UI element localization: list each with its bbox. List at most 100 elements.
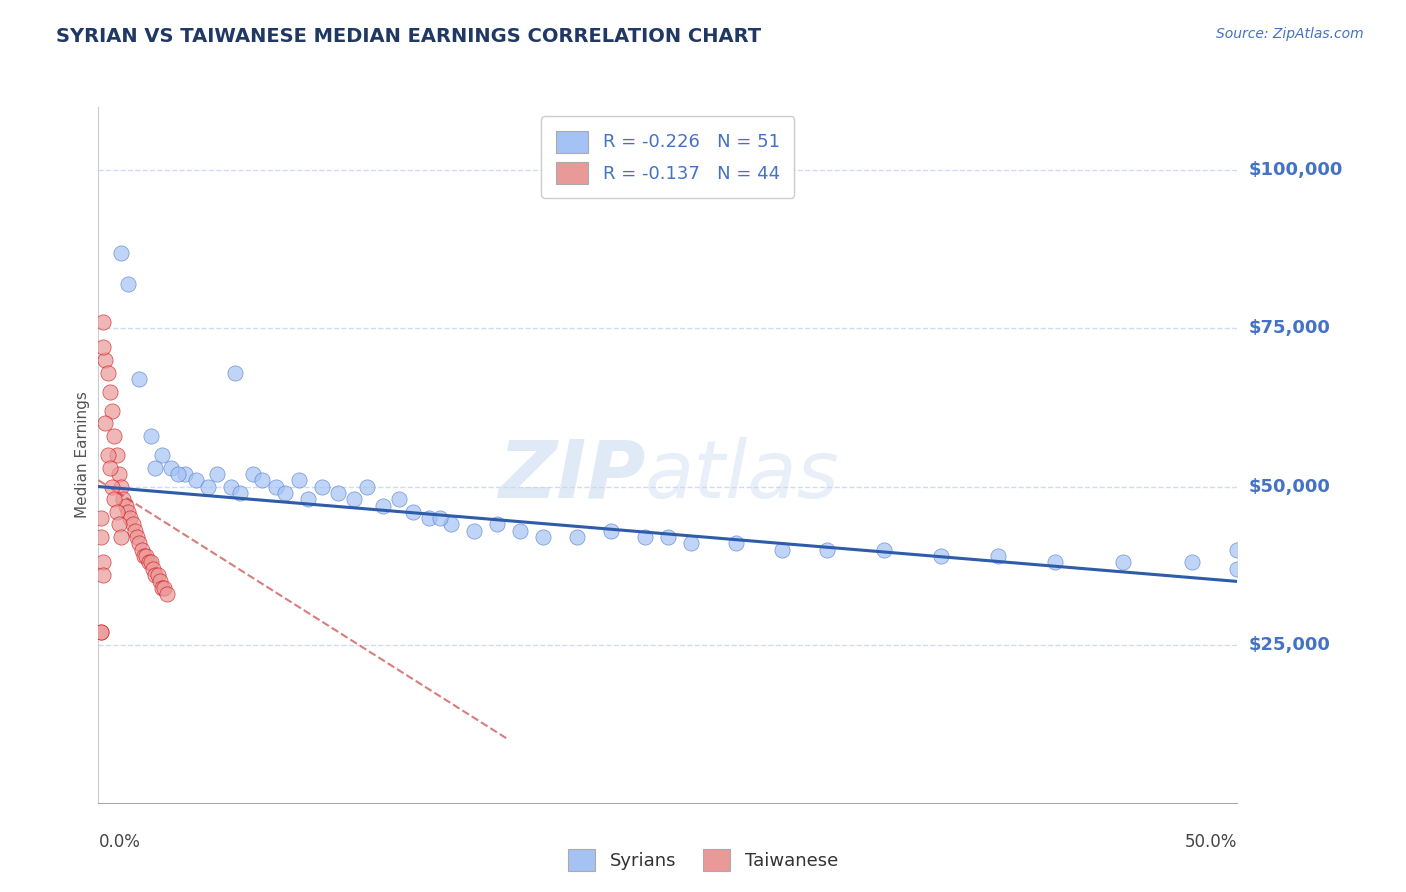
Text: $25,000: $25,000	[1249, 636, 1330, 654]
Point	[150, 581, 173, 595]
Point	[135, 549, 157, 563]
Point	[1181, 556, 1204, 570]
Text: $100,000: $100,000	[1249, 161, 1343, 179]
Point	[429, 511, 451, 525]
Point	[1226, 562, 1249, 576]
Point	[101, 403, 124, 417]
Point	[186, 473, 208, 487]
Point	[815, 542, 838, 557]
Text: 0.0%: 0.0%	[98, 833, 141, 851]
Point	[117, 505, 139, 519]
Text: atlas: atlas	[645, 437, 839, 515]
Point	[242, 467, 264, 481]
Point	[418, 511, 440, 525]
Point	[121, 517, 143, 532]
Point	[156, 587, 179, 601]
Point	[929, 549, 952, 563]
Point	[679, 536, 702, 550]
Point	[96, 366, 118, 380]
Point	[274, 486, 297, 500]
Point	[873, 542, 896, 557]
Point	[108, 467, 131, 481]
Point	[128, 536, 150, 550]
Point	[167, 467, 190, 481]
Point	[288, 473, 311, 487]
Point	[117, 277, 139, 292]
Point	[463, 524, 485, 538]
Point	[486, 517, 509, 532]
Point	[90, 511, 112, 525]
Point	[128, 372, 150, 386]
Point	[342, 492, 364, 507]
Point	[138, 556, 160, 570]
Point	[326, 486, 349, 500]
Point	[725, 536, 748, 550]
Point	[103, 492, 125, 507]
Text: SYRIAN VS TAIWANESE MEDIAN EARNINGS CORRELATION CHART: SYRIAN VS TAIWANESE MEDIAN EARNINGS CORR…	[56, 27, 762, 45]
Point	[1043, 556, 1066, 570]
Point	[98, 384, 121, 399]
Point	[371, 499, 394, 513]
Legend: Syrians, Taiwanese: Syrians, Taiwanese	[561, 842, 845, 879]
Point	[311, 479, 333, 493]
Point	[146, 568, 169, 582]
Point	[153, 581, 176, 595]
Point	[108, 517, 131, 532]
Point	[91, 556, 114, 570]
Point	[219, 479, 242, 493]
Point	[127, 530, 149, 544]
Point	[356, 479, 378, 493]
Point	[110, 530, 132, 544]
Point	[96, 448, 118, 462]
Point	[509, 524, 531, 538]
Point	[112, 492, 135, 507]
Point	[124, 524, 146, 538]
Point	[224, 366, 246, 380]
Point	[160, 460, 183, 475]
Point	[120, 511, 142, 525]
Point	[101, 479, 124, 493]
Text: ZIP: ZIP	[498, 437, 645, 515]
Point	[770, 542, 793, 557]
Point	[264, 479, 287, 493]
Point	[110, 245, 132, 260]
Text: 50.0%: 50.0%	[1185, 833, 1237, 851]
Point	[657, 530, 679, 544]
Point	[987, 549, 1010, 563]
Point	[103, 429, 125, 443]
Point	[139, 429, 162, 443]
Point	[131, 542, 153, 557]
Point	[228, 486, 250, 500]
Point	[90, 530, 112, 544]
Text: $75,000: $75,000	[1249, 319, 1330, 337]
Point	[90, 625, 112, 640]
Text: $50,000: $50,000	[1249, 477, 1330, 496]
Point	[440, 517, 463, 532]
Point	[132, 549, 155, 563]
Point	[565, 530, 588, 544]
Point	[105, 448, 128, 462]
Point	[1112, 556, 1135, 570]
Point	[91, 568, 114, 582]
Point	[1226, 542, 1249, 557]
Point	[139, 556, 162, 570]
Point	[90, 625, 112, 640]
Point	[174, 467, 197, 481]
Point	[94, 353, 117, 368]
Y-axis label: Median Earnings: Median Earnings	[75, 392, 90, 518]
Point	[91, 340, 114, 354]
Point	[91, 315, 114, 329]
Point	[142, 562, 165, 576]
Point	[252, 473, 274, 487]
Point	[402, 505, 425, 519]
Point	[600, 524, 623, 538]
Point	[110, 479, 132, 493]
Point	[98, 460, 121, 475]
Point	[205, 467, 228, 481]
Point	[105, 505, 128, 519]
Point	[297, 492, 319, 507]
Point	[145, 460, 167, 475]
Point	[197, 479, 219, 493]
Text: Source: ZipAtlas.com: Source: ZipAtlas.com	[1216, 27, 1364, 41]
Point	[531, 530, 554, 544]
